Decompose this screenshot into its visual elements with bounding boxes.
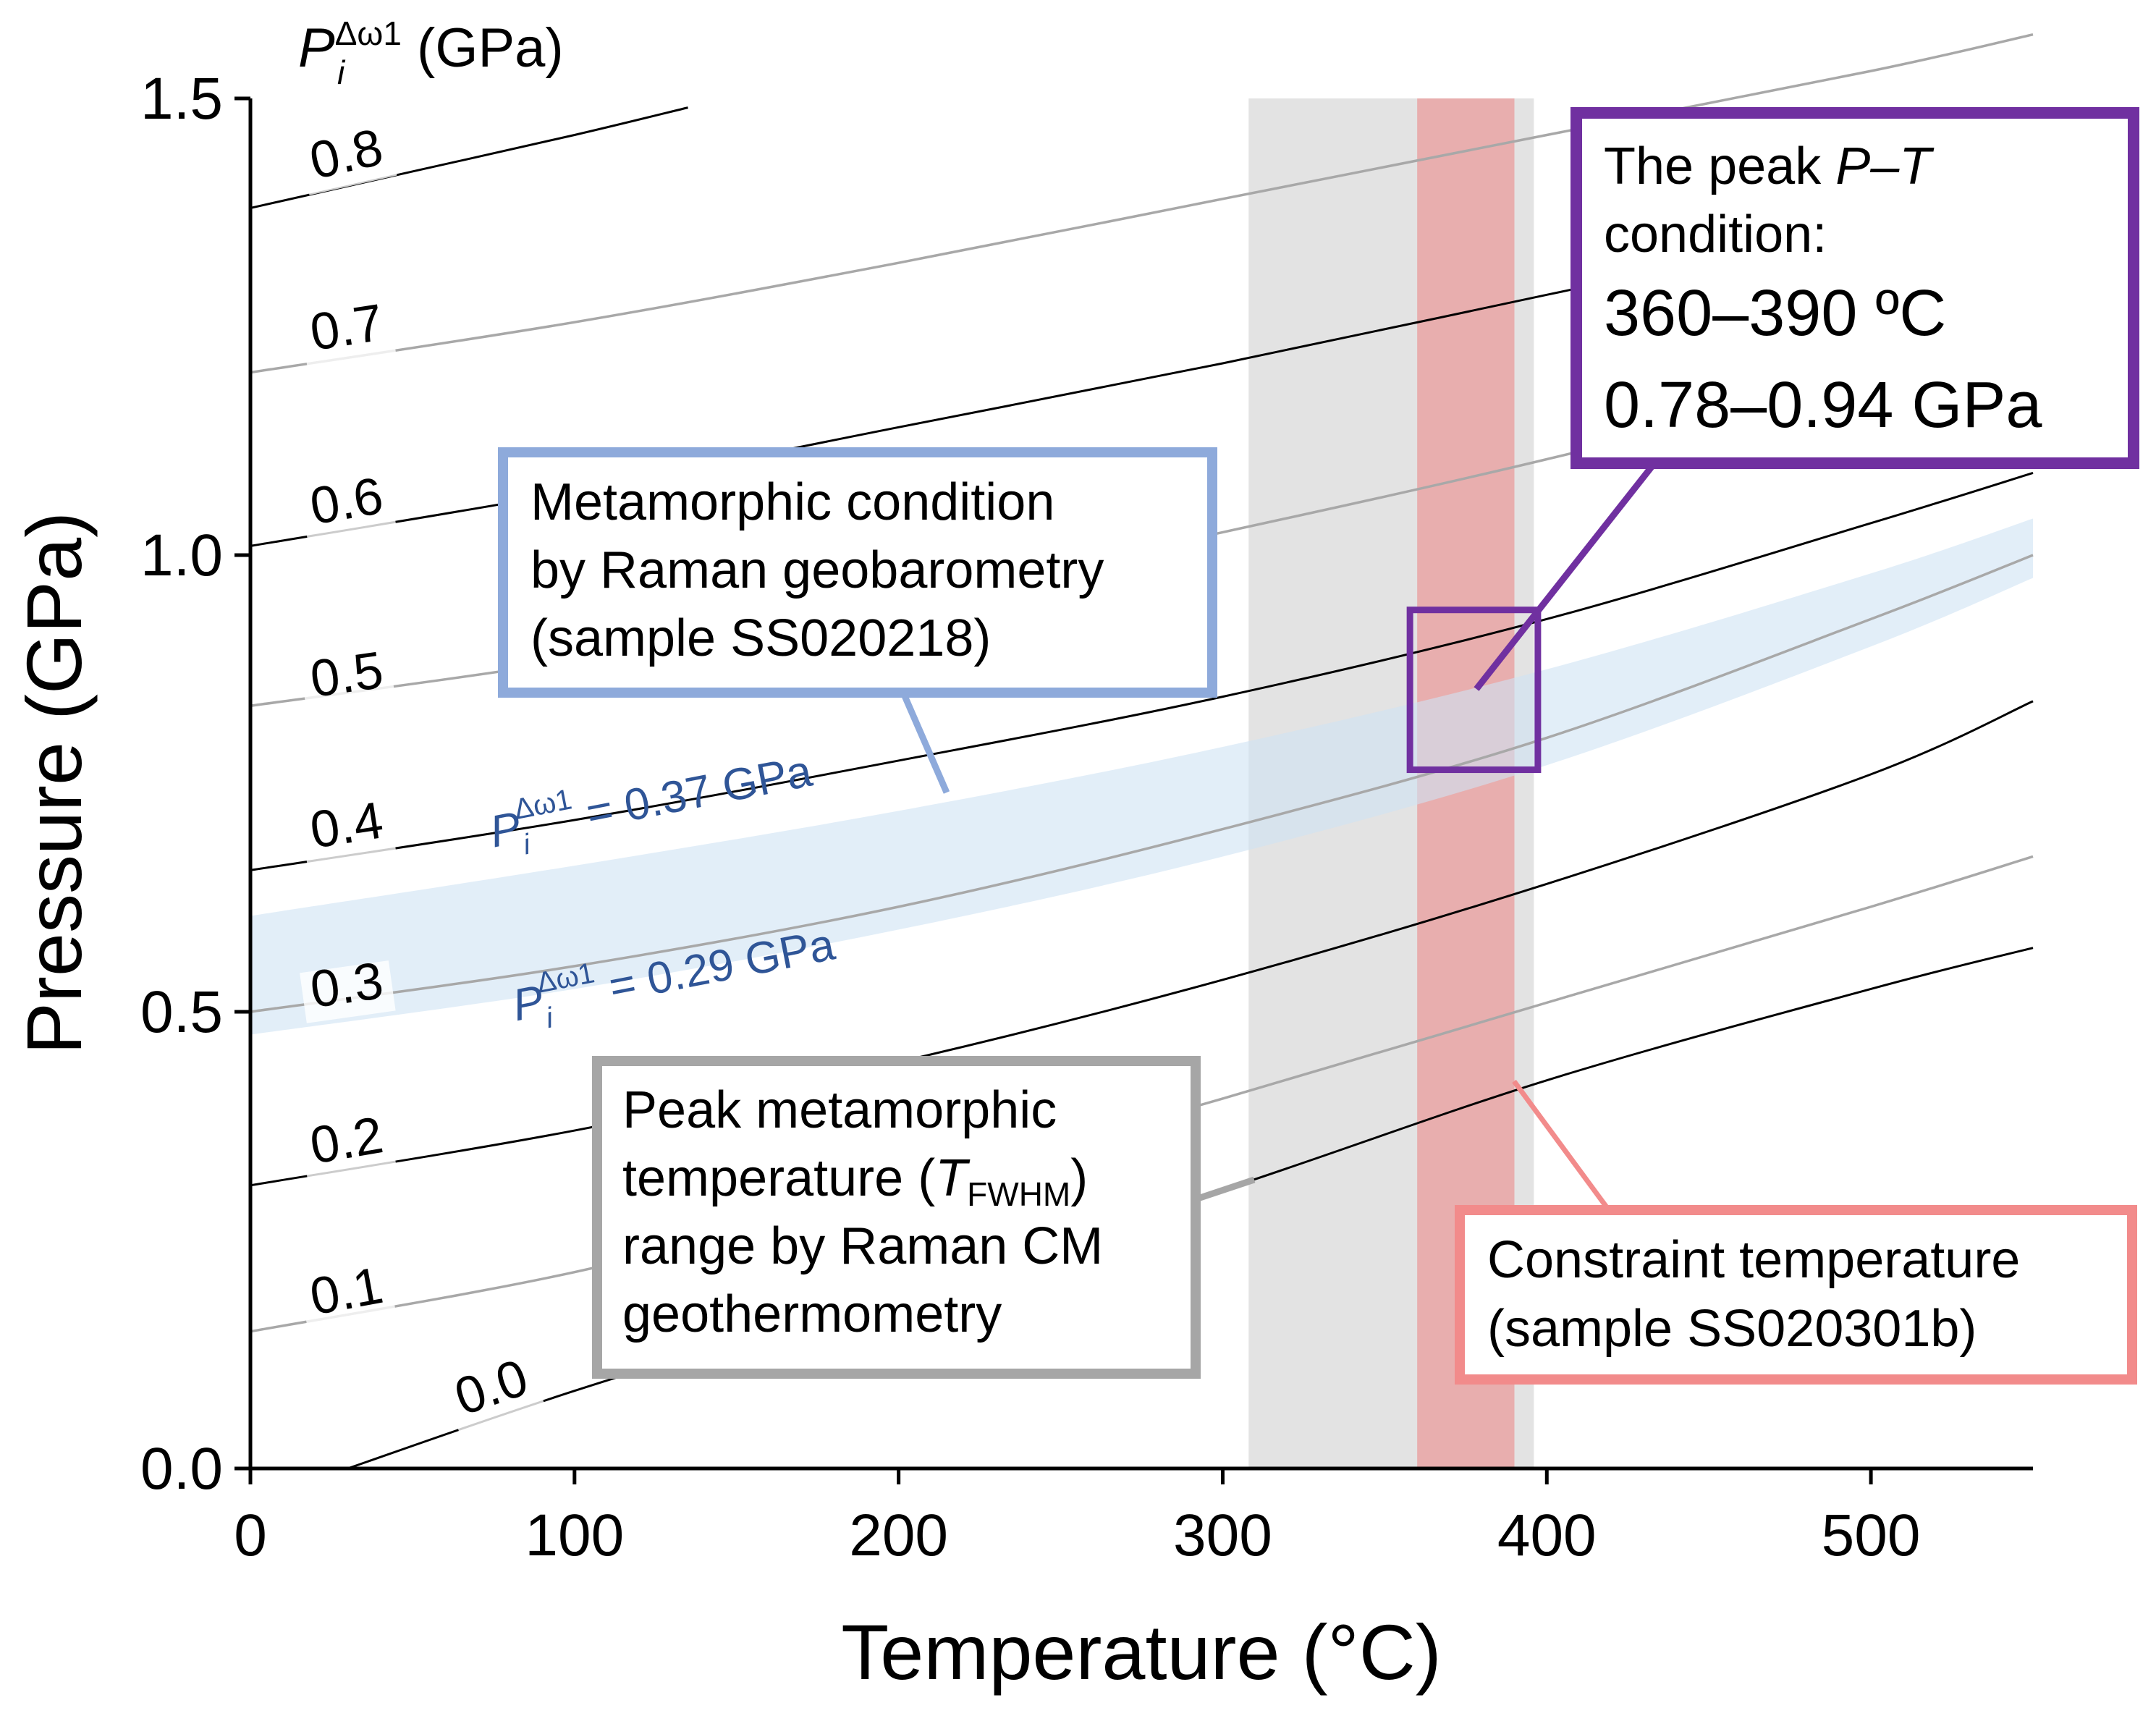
- isopleth-label-bg-0.8: [298, 126, 397, 195]
- constraint-annotation: Constraint temperature (sample SS020301b…: [1455, 1205, 2137, 1385]
- x-axis-title: Temperature (°C): [841, 1608, 1441, 1696]
- isopleth-label-bg-0.7: [299, 302, 396, 366]
- peak-temp-annotation-line3: range by Raman CM: [622, 1217, 1103, 1275]
- isopleth-label-0.7: 0.7: [306, 294, 386, 362]
- isopleth-label-bg-0.0: [442, 1355, 544, 1432]
- peak-temp-connector-line: [1196, 1176, 1256, 1202]
- raman-connector-line: [900, 691, 950, 794]
- isopleth-axis-unit: (GPa): [402, 17, 564, 79]
- peak-temp-annotation: Peak metamorphic temperature (TFWHM) ran…: [592, 1056, 1201, 1379]
- axes: [248, 98, 2033, 1471]
- peak-pt-annotation-line1: The peak P–T: [1604, 138, 1935, 195]
- isopleth-label-0.4: 0.4: [306, 791, 386, 859]
- peak-temp-annotation-fwhm: FWHM: [967, 1175, 1070, 1213]
- isopleth-label-bg-0.6: [299, 475, 397, 541]
- raman-annotation: Metamorphic condition by Raman geobarome…: [498, 447, 1217, 698]
- peak-temp-annotation-line2-pre: temperature (: [622, 1149, 935, 1207]
- isopleth-axis-symbol: P: [298, 17, 335, 79]
- raman-pressure-band: [250, 518, 2033, 1035]
- isopleth-label-bg-0.1: [299, 1264, 397, 1331]
- isopleth-axis-subscript: i: [337, 54, 346, 91]
- peak-pt-annotation-temperature: 360–390 ºC: [1604, 277, 1946, 350]
- isopleth-label-0.1: 0.1: [305, 1256, 387, 1327]
- raman-annotation-line3: (sample SS020218): [530, 609, 991, 667]
- peak-pt-box: [1406, 606, 1542, 774]
- x-tick-label-200: 200: [849, 1502, 948, 1568]
- isopleth-label-bg-0.3: [300, 960, 396, 1023]
- peak-temp-annotation-box: [592, 1056, 1201, 1379]
- isopleth-label-bg-0.4: [299, 800, 396, 864]
- y-tick-label-0.5: 0.5: [140, 979, 223, 1045]
- constraint-annotation-line2: (sample SS020301b): [1487, 1300, 1977, 1358]
- y-tick-label-1.0: 1.0: [140, 523, 223, 588]
- x-tick-label-100: 100: [525, 1502, 624, 1568]
- y-tick-label-1.5: 1.5: [140, 66, 223, 132]
- peak-temp-annotation-line4: geothermometry: [622, 1285, 1002, 1343]
- peak-pt-annotation-pressure: 0.78–0.94 GPa: [1604, 369, 2042, 441]
- isopleth-line-0.4: [250, 471, 2034, 871]
- isopleth-axis-title: PΔω1 (GPa): [298, 14, 564, 79]
- raman-annotation-box: [498, 447, 1217, 698]
- isopleth-axis-superscript: Δω1: [335, 14, 402, 52]
- peak-pt-annotation: The peak P–T condition: 360–390 ºC 0.78–…: [1571, 107, 2139, 469]
- peak-temp-annotation-line1: Peak metamorphic: [622, 1081, 1057, 1139]
- isopleth-line-0.7: [250, 33, 2034, 374]
- x-tick-label-400: 400: [1497, 1502, 1597, 1568]
- peak-temp-annotation-line2: temperature (TFWHM): [622, 1149, 1088, 1213]
- isopleth-label-bg-0.2: [299, 1115, 397, 1180]
- isopleth-label-bg-0.5: [300, 649, 396, 713]
- peak-pt-annotation-box: [1571, 107, 2139, 469]
- y-axis-title: Pressure (GPa): [10, 512, 98, 1054]
- constraint-annotation-box: [1455, 1205, 2137, 1385]
- isopleth-label-0.2: 0.2: [306, 1106, 387, 1175]
- isopleth-line-0.2: [250, 700, 2034, 1187]
- isopleth-label-0.5: 0.5: [307, 641, 386, 709]
- peak-pt-annotation-line2: condition:: [1604, 206, 1827, 263]
- peak-pt-annotation-pt-symbol: P–T: [1835, 138, 1935, 195]
- raman-annotation-line1: Metamorphic condition: [530, 473, 1054, 531]
- raman-annotation-line2: by Raman geobarometry: [530, 541, 1104, 599]
- constraint-connector-line: [1512, 1079, 1609, 1209]
- x-tick-label-300: 300: [1173, 1502, 1272, 1568]
- peak-pt-annotation-line1-pre: The peak: [1604, 138, 1835, 195]
- peak-box-layer: [1406, 606, 1542, 774]
- peak-temp-annotation-line2-post: ): [1070, 1149, 1088, 1207]
- raman-band-layer: [250, 518, 2033, 1035]
- x-tick-label-0: 0: [234, 1502, 267, 1568]
- peak-pt-connector-line: [1474, 461, 1657, 691]
- axis-ticks: 0 100 200 300 400 500 0.0 0.5 1.0 1.5: [140, 66, 1921, 1568]
- y-tick-label-0.0: 0.0: [140, 1436, 223, 1502]
- constraint-annotation-line1: Constraint temperature: [1487, 1231, 2020, 1289]
- peak-temp-annotation-t-symbol: T: [935, 1149, 971, 1207]
- isopleth-label-layer: 0.00.10.20.30.40.50.60.70.8: [298, 118, 544, 1432]
- isopleth-label-0.6: 0.6: [306, 467, 387, 536]
- isopleth-label-0.3: 0.3: [307, 952, 386, 1019]
- isopleth-line-0.3: [250, 554, 2034, 1013]
- x-tick-label-500: 500: [1822, 1502, 1921, 1568]
